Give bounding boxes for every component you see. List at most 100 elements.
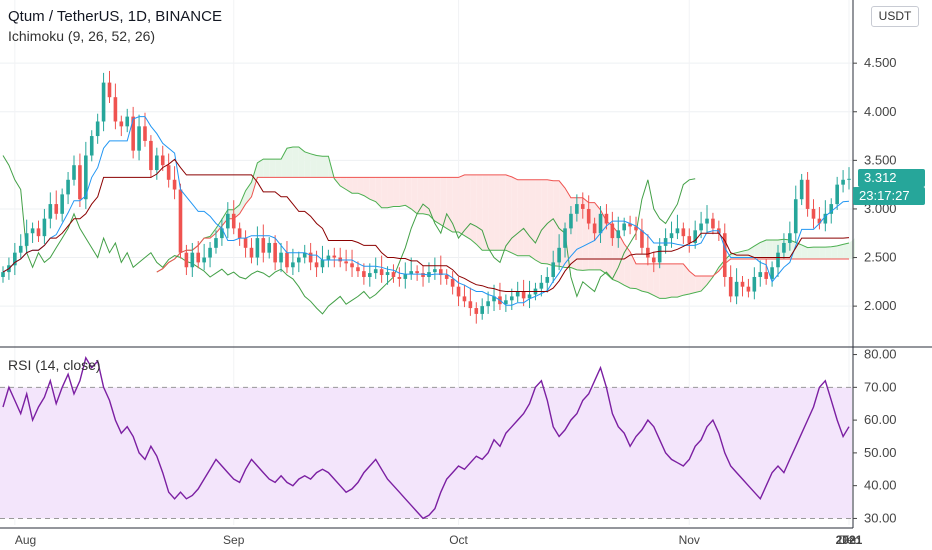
candle-body [166,165,171,180]
cloud-segment [825,246,832,259]
date-tick-label: Fe [842,533,856,547]
price-tick-label: 4.000 [864,104,897,119]
candle-body [610,223,615,239]
candle-body [563,228,567,248]
candle-body [379,269,384,276]
candle-body [137,126,141,151]
candle-body [687,236,692,243]
cloud-segment [446,177,453,233]
candle-body [634,226,638,231]
candle-body [811,208,816,219]
candle-body [539,282,544,289]
candle-body [492,296,496,302]
candle-body [178,189,183,253]
candle-body [273,242,277,263]
candle-body [433,269,437,273]
candle-body [149,140,153,171]
cloud-segment [647,263,654,296]
cloud-segment [464,174,471,240]
cloud-segment [458,174,465,236]
cloud-segment [375,177,382,208]
candle-body [722,233,727,277]
cloud-segment [257,159,264,178]
candle-body [622,223,626,231]
cloud-segment [831,245,838,259]
cloud-segment [641,263,648,293]
cloud-segment [470,174,477,245]
candle-body [711,218,715,229]
candle-body [746,286,751,292]
cloud-segment [316,155,323,178]
cloud-segment [754,242,761,259]
cloud-segment [488,174,495,251]
candle-body [598,213,603,234]
cloud-segment [742,249,749,259]
candle-body [36,228,41,237]
countdown-tag: 23:17:27 [853,187,925,205]
candle-body [18,245,23,253]
candle-body [314,262,319,268]
candle-body [48,204,53,219]
cloud-segment [363,177,370,200]
candle-body [480,306,485,314]
rsi-tick-label: 80.00 [864,347,897,362]
cloud-segment [221,209,228,226]
candle-body [788,233,792,243]
cloud-segment [837,244,844,259]
candle-body [297,257,301,263]
cloud-segment [263,159,270,178]
cloud-segment [760,240,767,259]
price-tick-label: 4.500 [864,55,897,70]
rsi-tick-label: 40.00 [864,478,897,493]
candle-body [474,308,479,314]
candle-body [243,238,248,248]
cloud-segment [310,153,317,178]
cloud-segment [387,177,394,208]
price-tick-label: 2.500 [864,250,897,265]
candle-body [841,179,845,185]
date-tick-label: Aug [15,533,36,547]
candle-body [362,271,366,277]
candle-body [527,294,532,299]
currency-button[interactable]: USDT [871,6,919,27]
cloud-segment [482,174,489,251]
cloud-segment [411,177,418,214]
price-pane [0,0,855,525]
candle-body [515,291,520,297]
candle-body [267,242,272,253]
candle-body [415,271,419,274]
cloud-segment [452,177,459,233]
rsi-legend[interactable]: RSI (14, close) [8,357,101,373]
candle-body [604,213,609,224]
cloud-segment [819,247,826,259]
candle-body [391,272,396,277]
candle-body [285,252,289,268]
candle-body [740,281,745,287]
candle-body [95,121,100,137]
candle-body [646,247,650,258]
candle-body [338,257,343,262]
candle-body [557,247,561,263]
cloud-segment [795,242,802,259]
candle-body [421,273,425,277]
candle-body [728,276,733,297]
candle-body [101,82,106,122]
candle-body [1,272,5,277]
candle-body [231,213,236,229]
candle-body [444,275,449,279]
candle-body [249,247,254,258]
ichimoku-legend[interactable]: Ichimoku (9, 26, 52, 26) [8,28,156,44]
candle-body [657,245,662,263]
candle-body [255,238,260,258]
candle-body [66,179,70,195]
cloud-segment [547,179,554,266]
cloud-segment [269,159,276,178]
candle-body [356,267,360,272]
candle-body [13,252,17,266]
cloud-segment [286,146,293,178]
candle-body [616,230,621,239]
candle-body [308,252,313,263]
candle-body [367,273,372,277]
candle-body [456,286,461,297]
